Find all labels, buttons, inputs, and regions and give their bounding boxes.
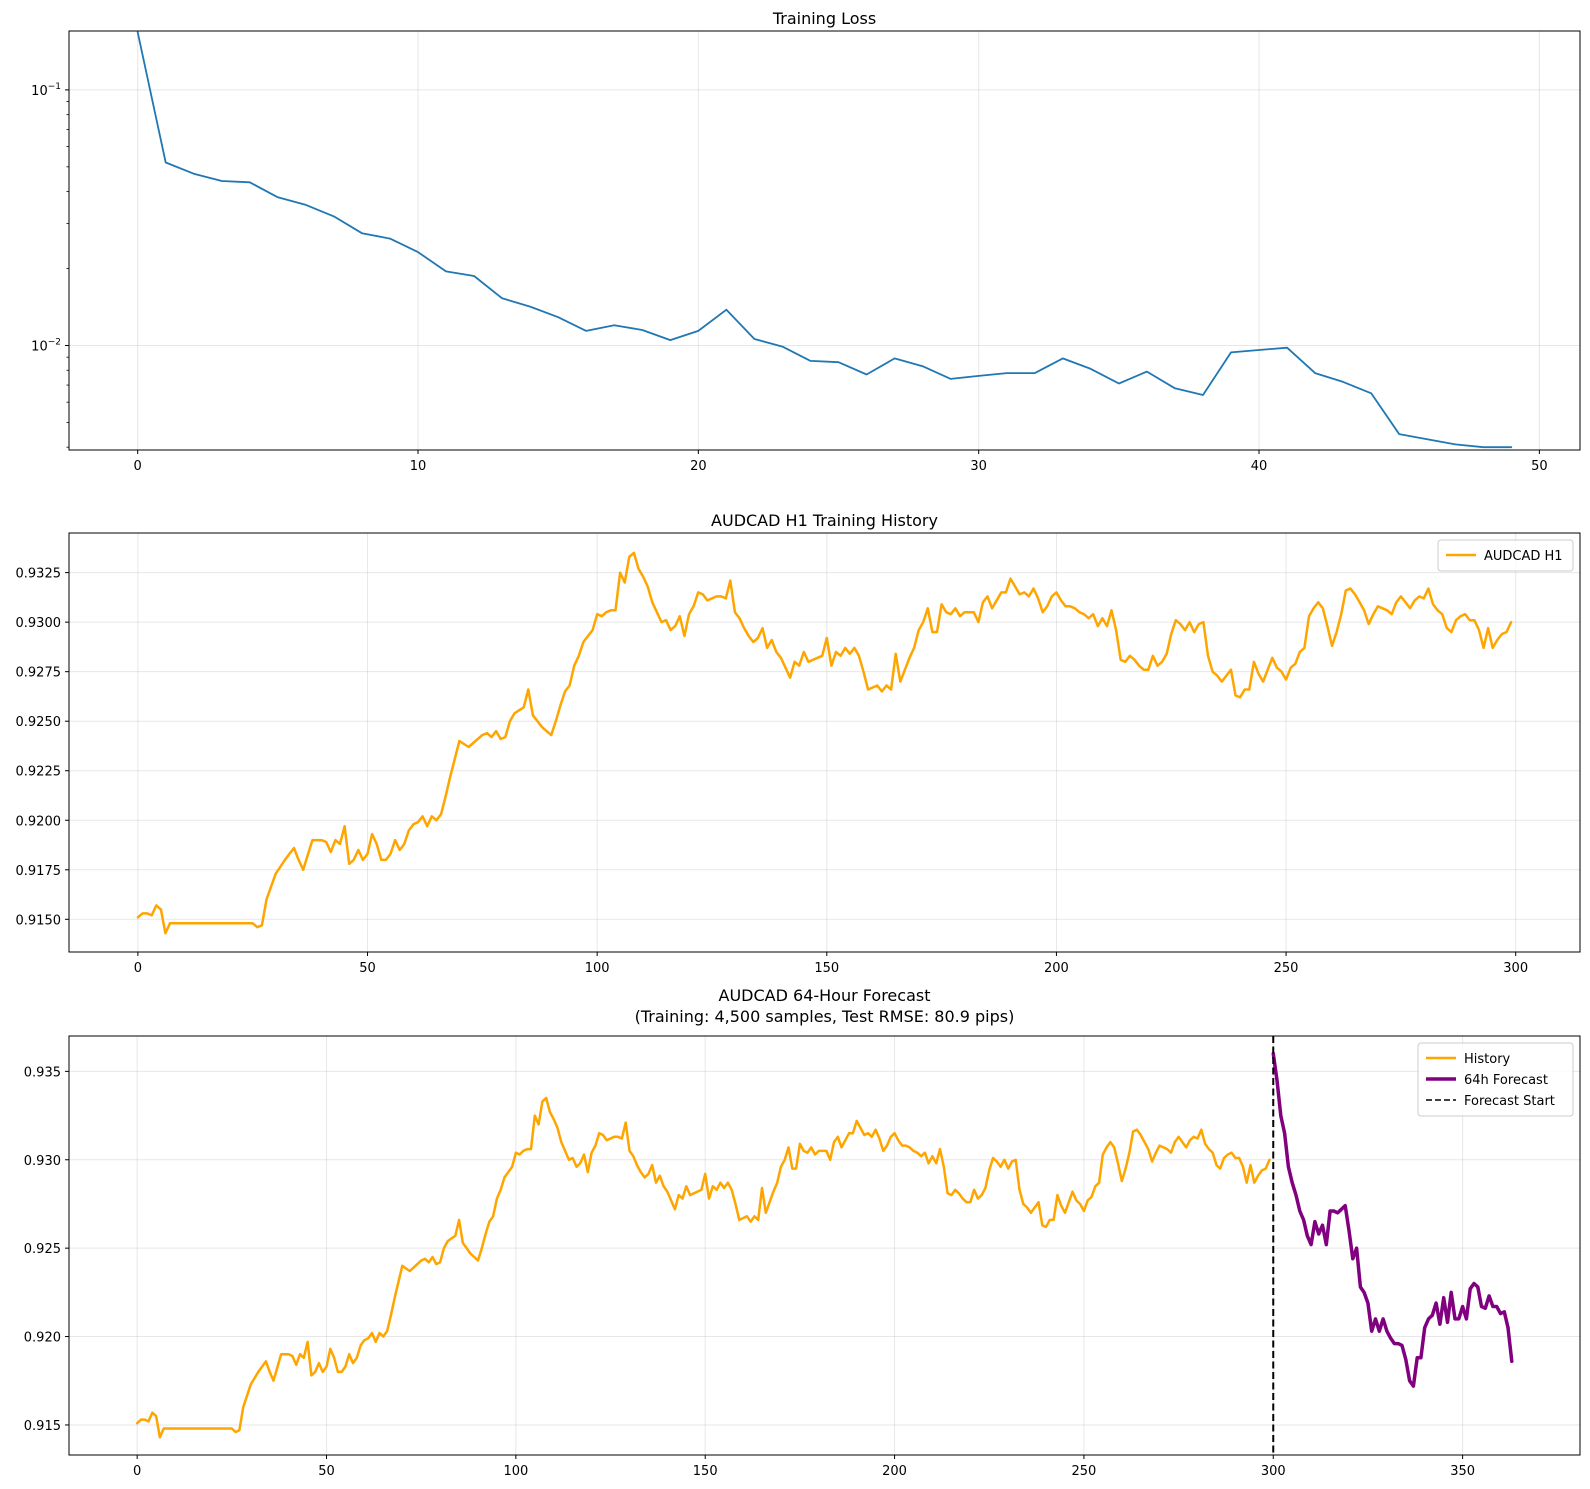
x-tick-label: 200 — [1044, 961, 1069, 976]
chart-title: AUDCAD 64-Hour Forecast — [719, 986, 931, 1005]
axes-frame — [68, 532, 1581, 953]
x-tick-label: 30 — [970, 459, 987, 474]
y-tick-label-exponent: −1 — [48, 82, 61, 92]
y-tick-label: 0.915 — [24, 1419, 61, 1434]
y-tick-label: 0.930 — [24, 1154, 61, 1169]
x-tick-label: 50 — [318, 1464, 335, 1479]
x-tick-label: 100 — [503, 1464, 528, 1479]
legend-label: Forecast Start — [1464, 1094, 1555, 1109]
legend: History 64h Forecast Forecast Start — [1417, 1042, 1574, 1117]
forecast-panel: AUDCAD 64-Hour Forecast (Training: 4,500 … — [24, 986, 1581, 1479]
y-tick-label: 0.9200 — [16, 814, 62, 829]
y-tick-label-base: 10 — [31, 339, 48, 354]
chart-title: AUDCAD H1 Training History — [711, 511, 938, 530]
legend-label: History — [1464, 1052, 1511, 1067]
legend-label: AUDCAD H1 — [1484, 549, 1563, 564]
x-tick-label: 0 — [133, 1464, 141, 1479]
legend: AUDCAD H1 — [1437, 539, 1574, 572]
x-tick-label: 150 — [693, 1464, 718, 1479]
axes-frame — [68, 1035, 1581, 1456]
y-tick-label: 0.9225 — [16, 765, 62, 780]
y-tick-label: 0.9300 — [16, 616, 62, 631]
x-tick-label: 10 — [410, 459, 427, 474]
y-tick-label: 10−2 — [31, 337, 61, 354]
series-line-history — [135, 1096, 1271, 1439]
series-line-64h-forecast — [1271, 1051, 1514, 1388]
legend-label: 64h Forecast — [1464, 1073, 1548, 1088]
axes-frame — [68, 30, 1581, 451]
chart-title: Training Loss — [772, 9, 876, 28]
y-tick-label: 0.935 — [24, 1065, 61, 1080]
x-tick-label: 350 — [1450, 1464, 1475, 1479]
y-tick-label: 0.9175 — [16, 864, 62, 879]
plot-area — [135, 1036, 1514, 1455]
x-tick-label: 300 — [1503, 961, 1528, 976]
y-tick-label: 0.9150 — [16, 913, 62, 928]
x-tick-label: 0 — [134, 459, 142, 474]
series-line-audcad-h1 — [136, 551, 1513, 935]
x-tick-label: 50 — [1531, 459, 1548, 474]
y-tick-label: 0.920 — [24, 1331, 61, 1346]
y-tick-label: 0.9250 — [16, 715, 62, 730]
x-tick-label: 0 — [134, 961, 142, 976]
x-tick-label: 150 — [814, 961, 839, 976]
x-tick-label: 300 — [1261, 1464, 1286, 1479]
y-tick-label: 0.9275 — [16, 666, 62, 681]
x-tick-label: 100 — [585, 961, 610, 976]
x-tick-label: 250 — [1071, 1464, 1096, 1479]
y-tick-label: 0.925 — [24, 1242, 61, 1257]
x-tick-label: 250 — [1274, 961, 1299, 976]
legend-box — [1417, 1042, 1574, 1117]
x-tick-label: 200 — [882, 1464, 907, 1479]
plot-area — [136, 551, 1513, 935]
training-history-panel: AUDCAD H1 Training History 0 50 100 150 200 25… — [16, 511, 1581, 976]
chart-subtitle: (Training: 4,500 samples, Test RMSE: 80.… — [635, 1007, 1015, 1026]
y-tick-label-base: 10 — [31, 84, 48, 99]
legend-box — [1437, 539, 1574, 572]
series-line-loss — [136, 31, 1513, 449]
y-tick-label: 0.9325 — [16, 567, 62, 582]
x-tick-label: 20 — [690, 459, 707, 474]
x-tick-label: 40 — [1251, 459, 1268, 474]
y-tick-label: 10−1 — [31, 82, 61, 99]
x-tick-label: 50 — [359, 961, 376, 976]
y-tick-label-exponent: −2 — [48, 337, 61, 347]
plot-area — [136, 31, 1513, 449]
